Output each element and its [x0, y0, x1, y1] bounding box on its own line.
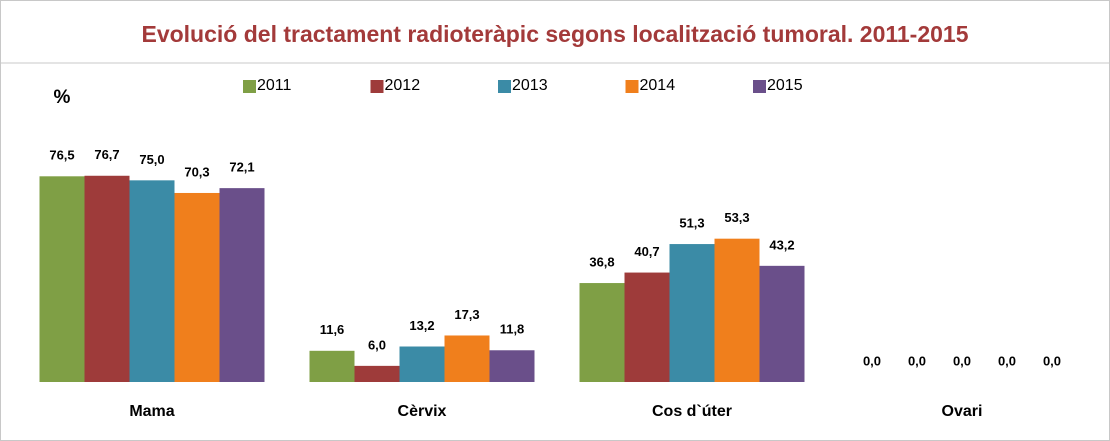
- value-label: 36,8: [589, 254, 614, 269]
- value-label: 0,0: [908, 353, 926, 368]
- bar: [39, 176, 85, 382]
- bar: [84, 175, 130, 382]
- value-label: 40,7: [634, 244, 659, 259]
- legend-label: 2012: [385, 77, 421, 94]
- legend-swatch: [243, 80, 256, 93]
- legend-label: 2014: [640, 77, 676, 94]
- y-axis-label: %: [54, 87, 71, 108]
- bar: [399, 346, 445, 382]
- legend-label: 2013: [512, 77, 548, 94]
- legend-swatch: [498, 80, 511, 93]
- bar: [129, 180, 175, 382]
- bar: [174, 192, 220, 382]
- x-tick-label: Ovari: [942, 403, 983, 420]
- value-label: 11,8: [500, 322, 525, 337]
- x-tick-label: Mama: [129, 403, 174, 420]
- value-label: 6,0: [368, 337, 386, 352]
- legend-label: 2015: [767, 77, 803, 94]
- legend-label: 2011: [257, 77, 292, 94]
- bar: [219, 188, 265, 382]
- bar: [444, 335, 490, 382]
- value-label: 0,0: [998, 353, 1016, 368]
- bar: [489, 350, 535, 382]
- bar: [714, 238, 760, 382]
- bar: [759, 265, 805, 382]
- value-label: 51,3: [679, 215, 704, 230]
- value-label: 13,2: [409, 318, 434, 333]
- value-label: 72,1: [229, 160, 254, 175]
- value-label: 53,3: [724, 210, 749, 225]
- bar: [354, 365, 400, 382]
- legend-swatch: [370, 80, 384, 93]
- legend-swatch: [625, 80, 639, 93]
- value-label: 0,0: [1043, 353, 1061, 368]
- bar: [579, 283, 625, 382]
- x-tick-label: Cèrvix: [398, 403, 447, 420]
- value-label: 43,2: [769, 237, 794, 252]
- bar: [309, 350, 355, 382]
- value-label: 76,7: [94, 147, 119, 162]
- value-label: 0,0: [953, 353, 971, 368]
- value-label: 76,5: [49, 148, 74, 163]
- value-label: 75,0: [139, 152, 164, 167]
- legend-swatch: [753, 80, 766, 93]
- bar: [669, 244, 715, 382]
- value-label: 11,6: [320, 322, 345, 337]
- x-tick-label: Cos d`úter: [652, 403, 732, 420]
- value-label: 0,0: [863, 353, 881, 368]
- value-label: 70,3: [184, 164, 209, 179]
- value-label: 17,3: [454, 307, 479, 322]
- chart-title: Evolució del tractament radioteràpic seg…: [141, 21, 968, 47]
- bar: [624, 272, 670, 382]
